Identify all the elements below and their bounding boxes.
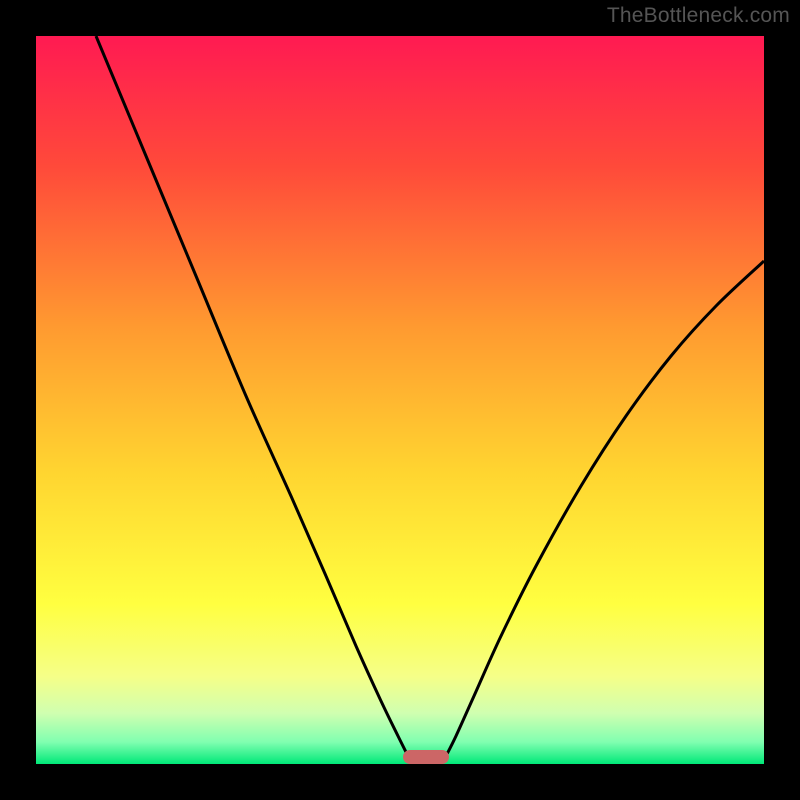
- bottleneck-chart: [0, 0, 800, 800]
- chart-container: TheBottleneck.com: [0, 0, 800, 800]
- plot-background: [36, 36, 764, 764]
- optimal-range-marker: [403, 750, 449, 764]
- watermark-text: TheBottleneck.com: [607, 4, 790, 28]
